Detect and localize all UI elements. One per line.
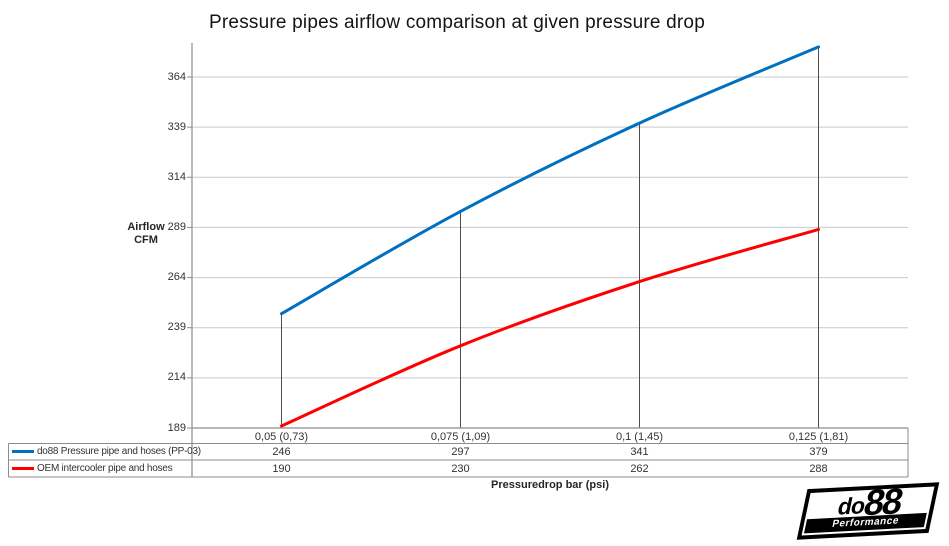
table-cell: 341 [630, 446, 649, 458]
legend-swatch-1 [12, 466, 34, 470]
legend-label: do88 Pressure pipe and hoses (PP-03) [37, 446, 201, 457]
legend-swatch-0 [12, 450, 34, 453]
y-tick-label: 264 [167, 271, 186, 284]
legend-label: OEM intercooler pipe and hoses [37, 462, 173, 474]
y-tick-label: 214 [167, 371, 186, 384]
y-tick-label: 239 [167, 321, 186, 334]
y-tick-label: 289 [167, 220, 186, 233]
y-tick-label: 189 [167, 421, 186, 434]
table-cell: 297 [451, 446, 470, 458]
series-line-1 [280, 227, 820, 428]
y-axis-label: Airflow CFM [108, 221, 184, 247]
y-tick-label: 364 [167, 70, 186, 83]
table-cell: 262 [630, 462, 649, 475]
do88-logo-text-88: 88 [860, 480, 906, 524]
y-axis-label-line2: CFM [134, 234, 158, 246]
series-line-0 [280, 45, 820, 316]
table-cell: 246 [272, 446, 291, 458]
chart-title: Pressure pipes airflow comparison at giv… [209, 12, 705, 33]
category-label: 0,075 (1,09) [430, 430, 491, 443]
legend-row: OEM intercooler pipe and hoses [12, 460, 190, 476]
legend-row: do88 Pressure pipe and hoses (PP-03) [12, 444, 201, 460]
table-cell: 190 [272, 462, 291, 475]
category-label: 0,125 (1,81) [788, 430, 849, 443]
category-label: 0,05 (0,73) [254, 430, 309, 443]
table-cell: 288 [809, 462, 828, 475]
category-label: 0,1 (1,45) [615, 430, 664, 443]
y-axis-label-line1: Airflow [127, 221, 165, 233]
y-tick-label: 314 [167, 170, 186, 183]
y-tick-label: 339 [167, 120, 186, 133]
table-cell: 379 [809, 446, 828, 458]
x-axis-label: Pressuredrop bar (psi) [491, 479, 609, 491]
do88-logo: do 88 Performance [796, 480, 940, 540]
table-cell: 230 [451, 462, 470, 475]
